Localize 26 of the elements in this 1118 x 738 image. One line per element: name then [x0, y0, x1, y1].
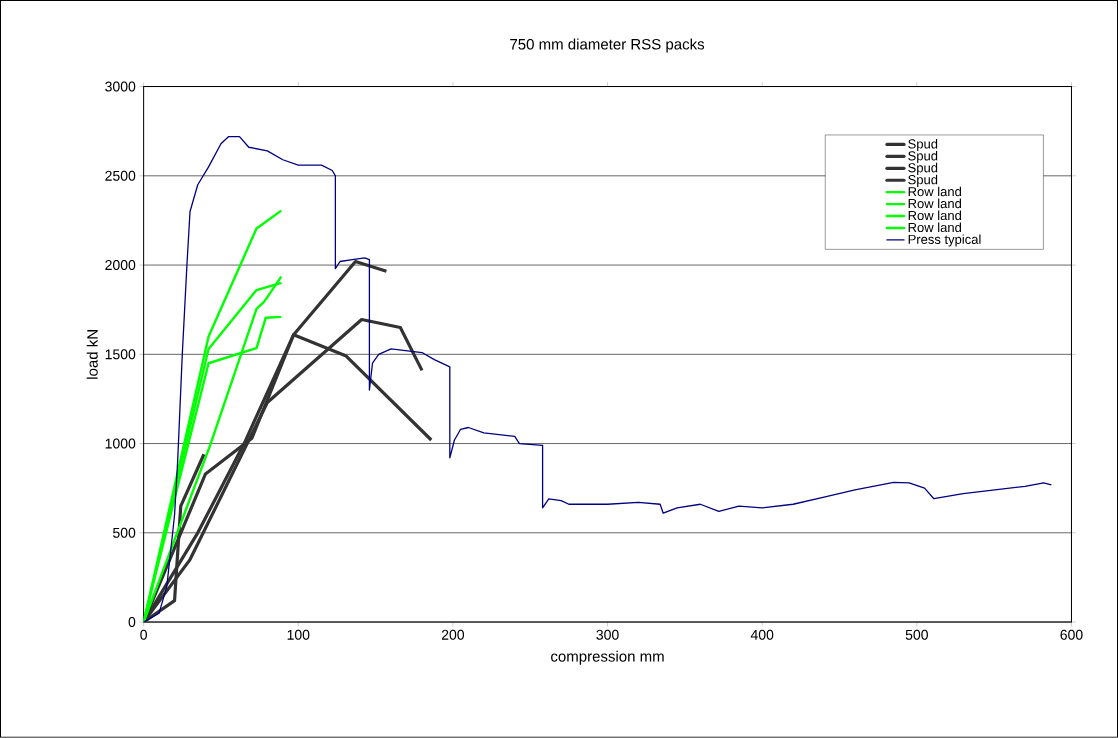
y-tick-label: 500 [113, 528, 136, 538]
x-tick-label: 500 [905, 630, 928, 640]
legend-label: Row land [908, 198, 961, 209]
x-tick-label: 400 [750, 630, 774, 640]
y-axis-title: load kN [86, 330, 98, 379]
chart-title: 750 mm diameter RSS packs [510, 38, 705, 53]
legend-label: Row land [908, 210, 961, 221]
y-tick-label: 2500 [105, 171, 136, 181]
x-tick-label: 100 [287, 630, 310, 640]
x-tick-label: 300 [596, 630, 619, 640]
legend-label: Spud [908, 174, 938, 188]
y-tick-label: 3000 [105, 81, 136, 92]
y-tick-label: 1000 [105, 438, 136, 449]
y-tick-label: 0 [128, 617, 136, 628]
x-tick-label: 0 [140, 630, 147, 640]
legend-label: Row land [908, 186, 961, 197]
x-tick-label: 600 [1060, 630, 1083, 640]
x-axis-title: compression mm [551, 650, 664, 665]
legend-label: Spud [908, 139, 938, 152]
legend-label: Spud [908, 163, 938, 176]
legend-label: Press typical [908, 234, 981, 247]
y-tick-label: 1500 [105, 349, 136, 360]
legend-label: Row land [908, 222, 961, 233]
x-tick-label: 200 [441, 630, 465, 640]
legend-label: Spud [908, 151, 938, 164]
y-tick-label: 2000 [105, 260, 136, 271]
